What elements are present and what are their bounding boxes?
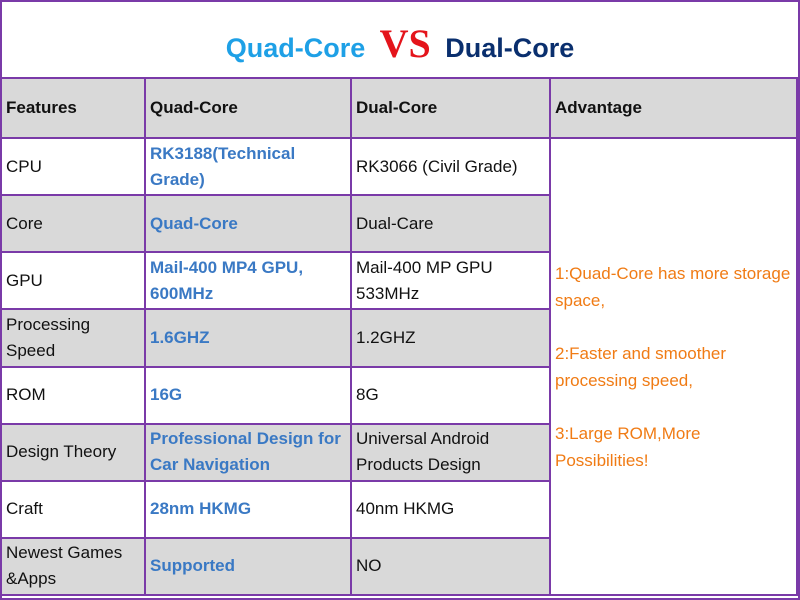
header-advantage: Advantage (549, 77, 798, 139)
quad-core-cell: RK3188(Technical Grade) (144, 136, 352, 197)
feature-cell: CPU (0, 136, 146, 197)
table-row: Design Theory Professional Design for Ca… (0, 422, 797, 482)
title-dual-core: Dual-Core (445, 33, 575, 63)
quad-core-cell: 16G (144, 365, 352, 425)
quad-core-cell: Professional Design for Car Navigation (144, 422, 352, 482)
dual-core-cell: Universal Android Products Design (350, 422, 551, 482)
title-quad-core: Quad-Core (225, 33, 366, 63)
dual-core-cell: 1.2GHZ (350, 308, 551, 368)
feature-cell: Core (0, 194, 146, 254)
header-row: Features Quad-Core Dual-Core Advantage (0, 77, 798, 139)
feature-cell: ROM (0, 365, 146, 425)
table-row: Processing Speed 1.6GHZ 1.2GHZ (0, 308, 797, 368)
quad-core-cell: Mail-400 MP4 GPU, 600MHz (144, 251, 352, 311)
dual-core-cell: Mail-400 MP GPU 533MHz (350, 251, 551, 311)
table-row: GPU Mail-400 MP4 GPU, 600MHz Mail-400 MP… (0, 251, 797, 311)
feature-cell: Newest Games &Apps (0, 536, 146, 597)
header-dual-core: Dual-Core (350, 77, 551, 139)
feature-cell: Design Theory (0, 422, 146, 482)
header-features: Features (0, 77, 146, 139)
advantage-cell: 1:Quad-Core has more storage space, 2:Fa… (549, 137, 798, 596)
feature-cell: Processing Speed (0, 308, 146, 368)
quad-core-cell: Quad-Core (144, 194, 352, 254)
table-row: Craft 28nm HKMG 40nm HKMG (0, 479, 797, 539)
feature-cell: Craft (0, 479, 146, 539)
header-quad-core: Quad-Core (144, 77, 352, 139)
table-row: Newest Games &Apps Supported NO (0, 536, 797, 597)
dual-core-cell: RK3066 (Civil Grade) (350, 136, 551, 197)
feature-cell: GPU (0, 251, 146, 311)
quad-core-cell: 1.6GHZ (144, 308, 352, 368)
page-title: Quad-Core VS Dual-Core (2, 2, 798, 79)
table-row: ROM 16G 8G (0, 365, 797, 425)
quad-core-cell: 28nm HKMG (144, 479, 352, 539)
advantage-item: 1:Quad-Core has more storage space, (555, 263, 791, 310)
advantage-item: 3:Large ROM,More Possibilities! (555, 423, 701, 470)
dual-core-cell: 8G (350, 365, 551, 425)
dual-core-cell: Dual-Care (350, 194, 551, 254)
table-row: Core Quad-Core Dual-Care (0, 194, 797, 254)
table-row: CPU RK3188(Technical Grade) RK3066 (Civi… (0, 136, 798, 596)
dual-core-cell: 40nm HKMG (350, 479, 551, 539)
advantage-item: 2:Faster and smoother processing speed, (555, 343, 727, 390)
comparison-table: Features Quad-Core Dual-Core Advantage C… (0, 77, 798, 597)
dual-core-cell: NO (350, 536, 551, 597)
quad-core-cell: Supported (144, 536, 352, 597)
title-vs: VS (379, 21, 431, 66)
